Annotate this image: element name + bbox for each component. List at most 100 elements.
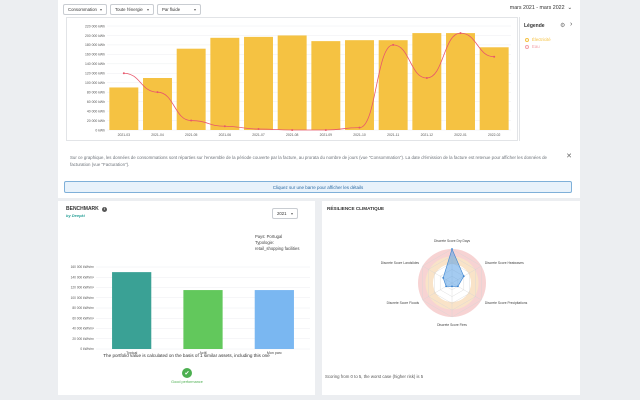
resilience-card: RÉSILIENCE CLIMATIQUE Discrete Score Dry… xyxy=(322,201,580,395)
y-tick-label: 40 000 kWh xyxy=(87,109,105,113)
radar-axis-label: Discrete Score Precipitations xyxy=(485,301,528,305)
water-point xyxy=(324,129,327,131)
benchmark-chart[interactable]: 0 kWh/m² 20 000 kWh/m² 40 000 kWh/m² 60 000… xyxy=(58,261,315,361)
electricity-bar xyxy=(412,33,442,130)
y-tick-label: 220 000 kWh xyxy=(85,24,105,28)
period-value: mars 2021 - mars 2022 xyxy=(509,5,565,11)
x-tick-label: Typical xyxy=(126,351,137,355)
x-tick-label: 2021-11 xyxy=(387,133,399,137)
resilience-radar-chart: Discrete Score Dry Days Discrete Score He… xyxy=(381,239,528,327)
y-tick-label: 0 kWh xyxy=(95,128,105,132)
electricity-bar xyxy=(143,78,172,130)
click-bar-hint: Cliquez sur une barre pour afficher les … xyxy=(64,181,572,193)
x-tick-label: Actif xyxy=(200,351,207,355)
water-point xyxy=(291,129,294,131)
water-point xyxy=(156,91,159,94)
y-tick-label: 120 000 kWh/m² xyxy=(71,286,94,290)
water-point xyxy=(223,125,226,128)
y-tick-label: 20 000 kWh/m² xyxy=(72,337,94,341)
fluid-select[interactable]: Par fluide ▾ xyxy=(157,4,201,15)
x-tick-label: Mon parc xyxy=(267,351,282,355)
x-tick-label: 2021-03 xyxy=(118,133,131,137)
x-tick-label: 2021-04 xyxy=(151,133,164,137)
y-tick-label: 20 000 kWh xyxy=(87,119,105,123)
legend-swatch xyxy=(525,37,529,42)
y-tick-label: 120 000 kWh xyxy=(85,72,105,76)
y-tick-label: 140 000 kWh/m² xyxy=(71,275,94,279)
legend-item-water[interactable]: Eau xyxy=(525,44,540,49)
y-tick-label: 200 000 kWh xyxy=(85,34,105,38)
resilience-title: RÉSILIENCE CLIMATIQUE xyxy=(327,206,385,211)
legend-item-label: Eau xyxy=(532,44,540,49)
radar-point xyxy=(451,248,453,250)
radar-point xyxy=(462,275,465,278)
legend-panel: Légende ⚙ › Électricité Eau xyxy=(519,17,580,141)
y-tick-label: 60 000 kWh/m² xyxy=(72,316,94,320)
water-point xyxy=(358,126,361,129)
water-point xyxy=(257,128,260,131)
gear-icon[interactable]: ⚙ xyxy=(560,23,566,29)
x-tick-label: 2021-09 xyxy=(320,133,333,137)
radar-axis-label: Discrete Score Landslides xyxy=(381,261,420,265)
electricity-bar xyxy=(446,33,475,130)
electricity-bar xyxy=(210,37,240,130)
water-point xyxy=(392,43,395,46)
resilience-note: Scoring from 0 to 5, the worst case (hig… xyxy=(325,374,424,379)
metric-select[interactable]: Consommation ▾ xyxy=(63,4,107,15)
asset-info: Pays: Portugal Typologie: retail_shoppin… xyxy=(255,234,299,252)
y-tick-label: 100 000 kWh/m² xyxy=(71,296,94,300)
x-tick-label: 2022-02 xyxy=(488,133,501,137)
electricity-bar xyxy=(109,87,139,130)
consumption-chart[interactable]: 0 kWh 20 000 kWh 40 000 kWh 60 000 kWh 80 00… xyxy=(67,18,519,142)
chevron-down-icon: ▾ xyxy=(146,7,149,12)
year-select[interactable]: 2021 ▾ xyxy=(272,208,298,219)
x-tick-label: 2022-01 xyxy=(454,133,467,137)
energy-select-value: Toute l'énergie xyxy=(115,7,143,12)
chevron-right-icon[interactable]: › xyxy=(570,21,573,28)
filter-bar: Consommation ▾ Toute l'énergie ▾ Par fluid… xyxy=(63,4,201,15)
energy-select[interactable]: Toute l'énergie ▾ xyxy=(110,4,154,15)
performance-badge-label: Good performance xyxy=(171,380,203,384)
asset-typology-label: Typologie: xyxy=(255,240,275,245)
legend-swatch xyxy=(525,44,529,49)
y-tick-label: 140 000 kWh xyxy=(85,62,105,66)
consumption-chart-area: 0 kWh 20 000 kWh 40 000 kWh 60 000 kWh 80 00… xyxy=(66,17,518,141)
chart-info-text: Sur ce graphique, les données de consomm… xyxy=(70,155,547,167)
benchmark-title: BENCHMARK i xyxy=(66,206,107,212)
x-tick-label: 2021-12 xyxy=(421,133,434,137)
water-point xyxy=(122,72,125,75)
benchmark-card: BENCHMARK i by Deepki 2021 ▾ Pays: Portug… xyxy=(58,201,315,395)
y-tick-label: 160 000 kWh/m² xyxy=(71,265,94,269)
chevron-down-icon: ▾ xyxy=(290,211,293,216)
x-tick-label: 2021-05 xyxy=(185,133,198,137)
benchmark-note: The portfolio value is calculated on the… xyxy=(103,353,270,358)
thumbs-up-icon: ✔ xyxy=(182,368,192,378)
asset-typology-value: retail_shopping facilities xyxy=(255,246,300,251)
y-tick-label: 160 000 kWh xyxy=(85,53,105,57)
chevron-down-icon: ⌄ xyxy=(567,5,572,11)
electricity-bar xyxy=(345,40,374,130)
close-icon[interactable]: ✕ xyxy=(566,153,572,160)
x-tick-label: 2021-08 xyxy=(286,133,299,137)
water-point xyxy=(425,77,428,79)
y-tick-label: 60 000 kWh xyxy=(87,100,105,104)
electricity-bar xyxy=(311,41,341,130)
x-tick-label: 2021-07 xyxy=(252,133,265,137)
benchmark-subtitle: by Deepki xyxy=(66,213,85,218)
benchmark-bar xyxy=(183,290,223,349)
water-point xyxy=(190,119,193,122)
legend-title: Légende xyxy=(524,23,545,29)
info-icon[interactable]: i xyxy=(101,206,107,212)
radar-axis-label: Discrete Score Heatwaves xyxy=(485,261,524,265)
period-select[interactable]: mars 2021 - mars 2022 ⌄ xyxy=(510,5,572,11)
x-tick-label: 2021-10 xyxy=(353,133,366,137)
electricity-bar xyxy=(378,40,408,130)
x-tick-label: 2021-06 xyxy=(219,133,232,137)
benchmark-bar xyxy=(112,272,152,349)
radar-point xyxy=(442,277,445,279)
year-select-value: 2021 xyxy=(277,211,287,216)
radar-axis-label: Discrete Score Floods xyxy=(387,301,420,305)
radar-axis-label: Discrete Score Dry Days xyxy=(434,239,470,243)
electricity-bar xyxy=(244,36,273,130)
legend-item-electricity[interactable]: Électricité xyxy=(525,37,551,42)
